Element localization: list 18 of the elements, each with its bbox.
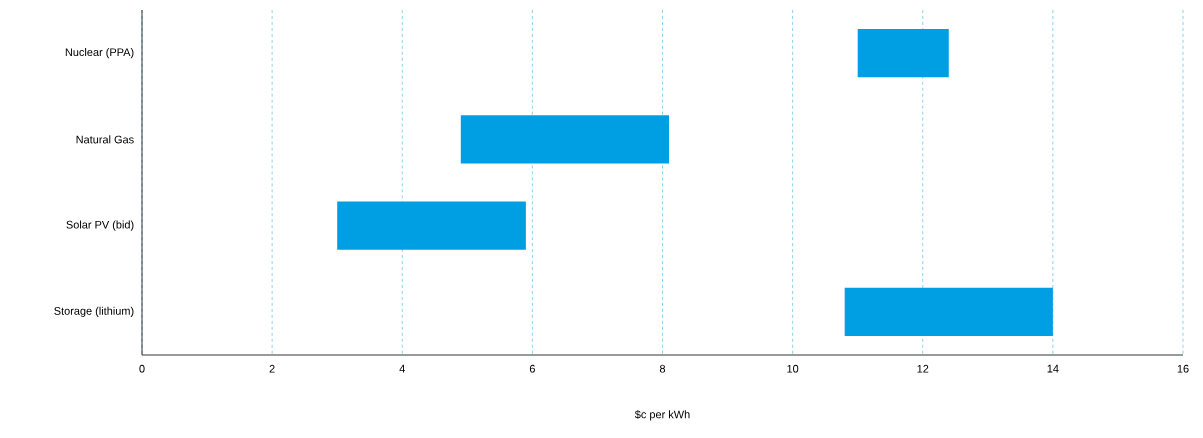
y-tick-label: Natural Gas bbox=[76, 135, 134, 144]
x-tick-label: 6 bbox=[529, 364, 535, 373]
y-tick-label: Storage (lithium) bbox=[54, 306, 134, 317]
x-tick-label: 16 bbox=[1177, 364, 1189, 373]
y-tick-label: Solar PV (bid) bbox=[66, 220, 134, 231]
x-tick-label: 12 bbox=[917, 364, 929, 373]
x-tick-label: 2 bbox=[269, 364, 275, 373]
bar bbox=[844, 287, 1053, 337]
x-axis-title: $c per kWh bbox=[634, 410, 690, 421]
y-tick-label: Nuclear (PPA) bbox=[65, 48, 134, 59]
x-tick-label: 8 bbox=[659, 364, 666, 373]
x-tick-label: 0 bbox=[139, 364, 145, 373]
x-tick-label: 14 bbox=[1047, 364, 1059, 373]
bar bbox=[337, 201, 526, 250]
bar bbox=[857, 28, 949, 78]
x-tick-label: 4 bbox=[399, 364, 405, 373]
x-tick-label: 10 bbox=[787, 364, 799, 373]
bar bbox=[460, 115, 670, 164]
